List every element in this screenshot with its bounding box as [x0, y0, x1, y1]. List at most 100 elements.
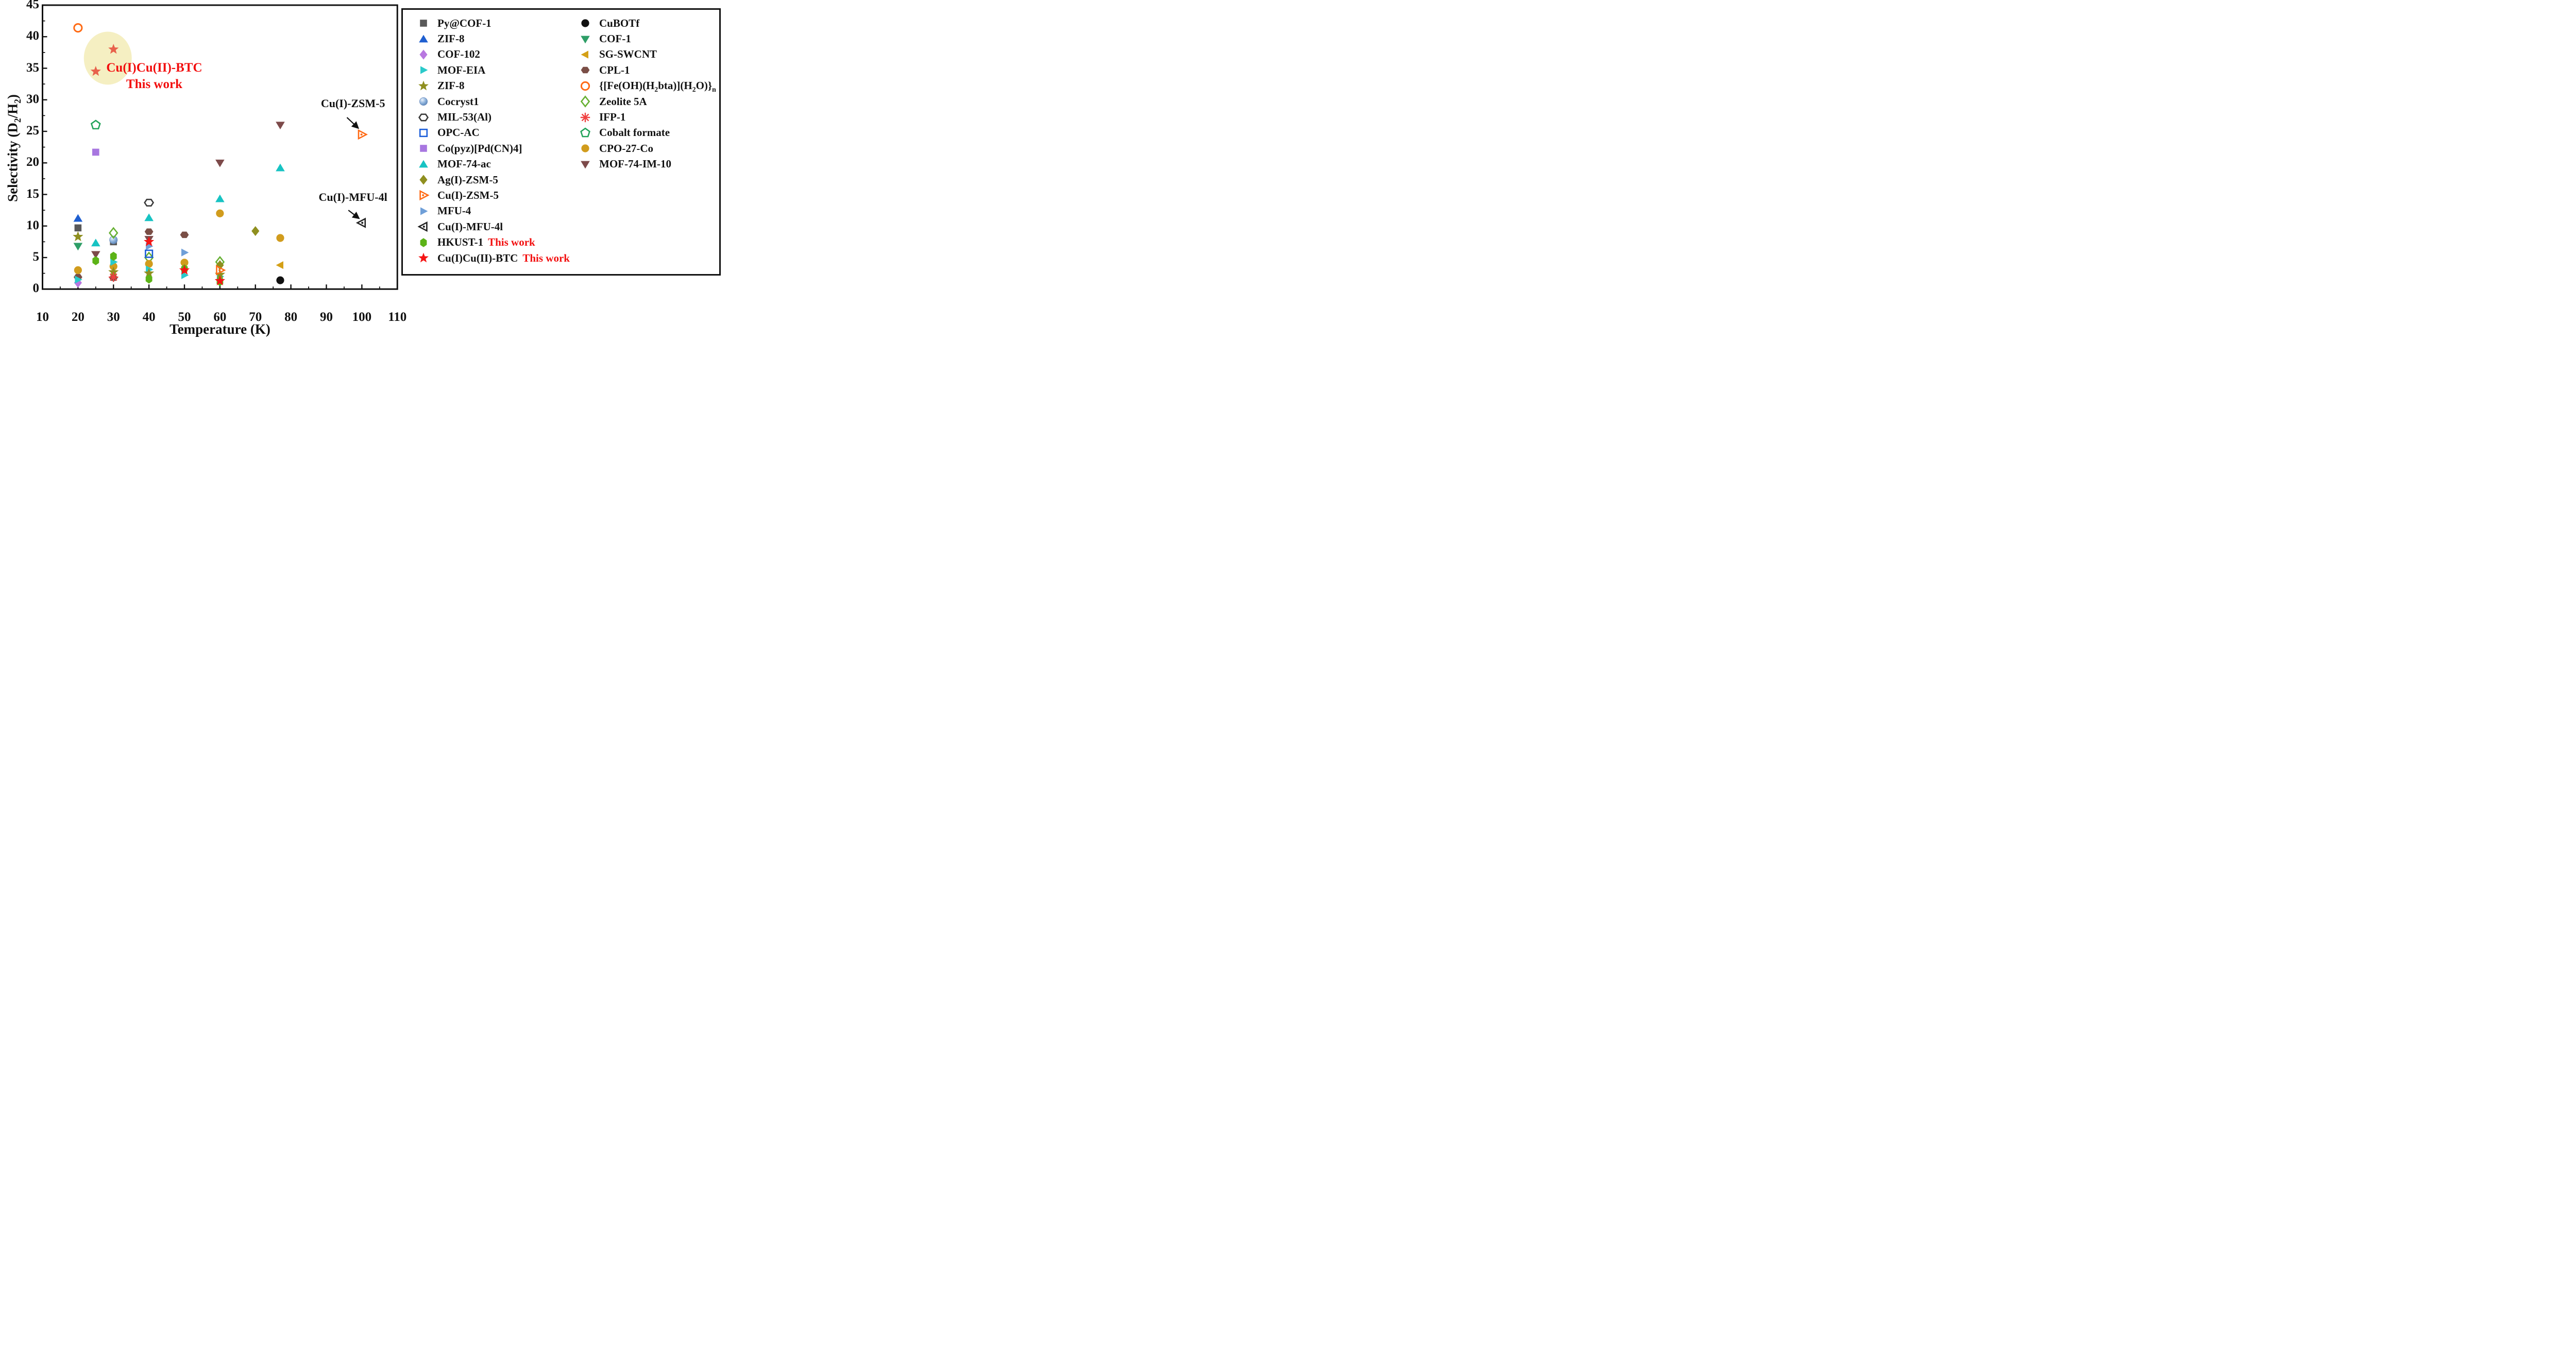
- y-tick-label-15: 15: [26, 186, 39, 201]
- legend-marker-square-icon: [419, 128, 428, 138]
- legend-item-col1-1: Py@COF-1: [416, 15, 570, 31]
- x-tick-label-10: 10: [36, 310, 49, 324]
- series--fe-oh-h-bta-h-o-: [73, 23, 83, 33]
- series-cu-i-zsm-5: [216, 129, 368, 276]
- series-mil-53-al-: [144, 198, 155, 207]
- legend-marker-hexagon-icon: [418, 113, 429, 122]
- legend-marker-star-icon: [418, 252, 429, 263]
- legend-item-col2-6: Zeolite 5A: [578, 94, 716, 109]
- legend-label: ZIF-8: [437, 79, 465, 92]
- y-tick-label-45: 45: [26, 0, 39, 11]
- legend-marker-triangle-up-icon: [419, 160, 428, 168]
- legend-marker-triangle-down-icon: [581, 36, 590, 43]
- series-zif-8: [73, 214, 83, 222]
- legend-item-col2-1: CuBOTf: [578, 15, 716, 31]
- series-cpl-1: [73, 228, 189, 281]
- legend-label: IFP-1: [599, 111, 626, 124]
- legend-marker-square-icon: [420, 20, 427, 27]
- legend-marker-diamond-icon: [419, 175, 428, 185]
- legend-label: OPC-AC: [437, 126, 480, 139]
- legend-item-col1-13: MFU-4: [416, 203, 570, 219]
- legend-item-col1-10: MOF-74-ac: [416, 157, 570, 172]
- legend-label: Zeolite 5A: [599, 95, 647, 108]
- highlight-label-2: This work: [126, 77, 182, 91]
- legend-item-col1-2: ZIF-8: [416, 31, 570, 46]
- x-tick-label-110: 110: [388, 310, 407, 324]
- y-tick-label-30: 30: [26, 92, 39, 106]
- x-tick-label-100: 100: [352, 310, 372, 324]
- y-tick-label-40: 40: [26, 29, 39, 43]
- legend-item-col2-7: IFP-1: [578, 109, 716, 125]
- legend-marker-triangle-right-icon: [420, 66, 428, 74]
- series-opc-ac: [145, 249, 154, 258]
- series-cocryst1: [109, 235, 118, 244]
- series-sg-swcnt: [276, 261, 283, 269]
- legend-item-col1-6: Cocryst1: [416, 94, 570, 109]
- x-tick-label-30: 30: [107, 310, 120, 324]
- legend-label: CPO-27-Co: [599, 142, 653, 155]
- legend-marker-sphere-icon: [419, 97, 428, 106]
- legend-label: CPL-1: [599, 63, 630, 76]
- legend-label: COF-1: [599, 32, 631, 45]
- legend-item-col1-15: HKUST-1 This work: [416, 234, 570, 250]
- legend-marker-triangle-left-dot-icon: [417, 221, 428, 232]
- legend-item-col1-16: Cu(I)Cu(II)-BTC This work: [416, 250, 570, 266]
- x-tick-label-50: 50: [178, 310, 191, 324]
- series-cof-1: [73, 243, 83, 251]
- series-zeolite-5a: [108, 227, 225, 268]
- series-cobalt-formate: [90, 120, 101, 130]
- highlight-label-1: Cu(I)Cu(II)-BTC: [106, 60, 202, 75]
- annotation-text-1: Cu(I)-ZSM-5: [320, 97, 385, 110]
- series-ifp-1: [109, 272, 118, 282]
- legend-label: COF-102: [437, 48, 480, 61]
- scatter-plot-canvas: [42, 4, 398, 290]
- legend-this-work-tag: This work: [488, 236, 535, 249]
- annotation-text-2: Cu(I)-MFU-4l: [318, 190, 387, 203]
- legend-marker-diamond-icon: [419, 49, 428, 60]
- legend-marker-hexagon-icon: [581, 67, 590, 74]
- annotation-arrow: [346, 117, 360, 129]
- legend-label: Ag(I)-ZSM-5: [437, 173, 498, 186]
- legend-label: Cobalt formate: [599, 126, 670, 139]
- legend-item-col2-8: Cobalt formate: [578, 125, 716, 141]
- x-tick-label-80: 80: [284, 310, 298, 324]
- legend-label: {[Fe(OH)(H2bta)](H2O)}n: [599, 79, 716, 94]
- legend-label: CuBOTf: [599, 16, 640, 29]
- series-cpo-27-co: [74, 209, 284, 275]
- legend-marker-asterisk-icon: [580, 112, 590, 122]
- legend-item-col2-10: MOF-74-IM-10: [578, 157, 716, 172]
- series-cubotf: [276, 276, 284, 284]
- legend-box: Py@COF-1 ZIF-8 COF-102 MOF-EIA ZIF-8 Cocryst1…: [401, 8, 721, 276]
- legend-label: Cu(I)-ZSM-5: [437, 189, 499, 201]
- legend-label: SG-SWCNT: [599, 48, 657, 61]
- legend-marker-circle-icon: [581, 144, 589, 152]
- legend-marker-triangle-down-icon: [581, 161, 590, 169]
- y-tick-label-5: 5: [32, 250, 40, 264]
- figure-root: Selectivity (D2/H2) Temperature (K) 10 20…: [0, 0, 722, 337]
- legend-item-col1-7: MIL-53(Al): [416, 109, 570, 125]
- legend-label: Co(pyz)[Pd(CN)4]: [437, 142, 522, 155]
- series-mof-74-ac: [91, 163, 285, 247]
- legend-item-col1-12: Cu(I)-ZSM-5: [416, 187, 570, 203]
- legend-column-2: CuBOTf COF-1 SG-SWCNT CPL-1 {[Fe(OH)(H2bta)]…: [578, 15, 716, 172]
- legend-label: HKUST-1: [437, 236, 484, 249]
- y-tick-label-20: 20: [26, 155, 39, 169]
- legend-marker-hexagon-tall-icon: [420, 237, 427, 247]
- legend-marker-triangle-up-icon: [419, 35, 428, 42]
- legend-label: MIL-53(Al): [437, 111, 492, 124]
- legend-label: ZIF-8: [437, 32, 465, 45]
- series-zif-8-star-: [73, 231, 226, 279]
- x-tick-label-90: 90: [320, 310, 333, 324]
- x-axis-title: Temperature (K): [170, 321, 270, 337]
- series-co-pyz-pd-cn-4-: [92, 148, 99, 156]
- legend-label: MOF-74-ac: [437, 158, 491, 170]
- legend-item-col2-2: COF-1: [578, 31, 716, 46]
- series-cu-i-cu-ii-btc-highlighted-: [90, 44, 119, 76]
- legend-marker-pentagon-icon: [580, 127, 590, 138]
- legend-label: Py@COF-1: [437, 16, 492, 29]
- series-ag-i-zsm-5: [216, 226, 260, 270]
- x-tick-label-70: 70: [249, 310, 262, 324]
- legend-label: Cu(I)Cu(II)-BTC: [437, 251, 518, 264]
- legend-column-1: Py@COF-1 ZIF-8 COF-102 MOF-EIA ZIF-8 Cocryst1…: [416, 15, 570, 266]
- x-tick-label-20: 20: [71, 310, 84, 324]
